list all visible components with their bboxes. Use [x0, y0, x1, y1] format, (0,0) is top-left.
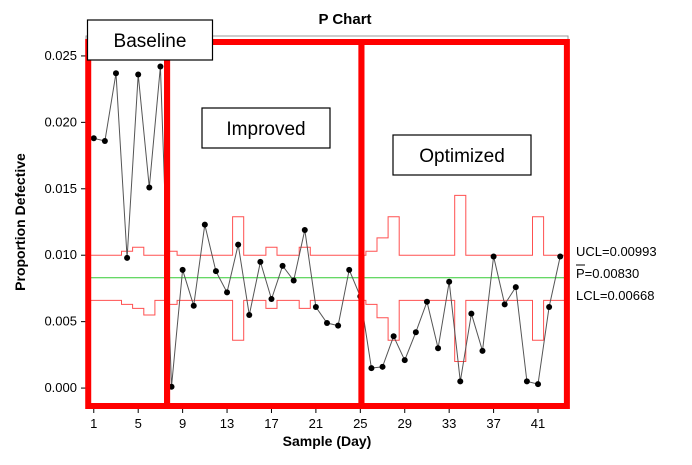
data-point [468, 310, 475, 317]
data-point [335, 322, 342, 329]
y-tick-label: 0.010 [44, 247, 77, 262]
chart-title: P Chart [318, 11, 371, 28]
data-point [279, 262, 286, 269]
y-tick-label: 0.025 [44, 48, 77, 63]
phase-label-box [392, 134, 532, 176]
data-point [501, 301, 508, 308]
phase-label-box [86, 19, 214, 61]
data-point [157, 63, 164, 70]
data-point [146, 184, 153, 191]
data-point [346, 266, 353, 273]
lcl-line [88, 299, 566, 362]
ucl-label: UCL=0.00993 [576, 244, 657, 259]
x-tick-label: 17 [264, 416, 278, 431]
x-tick-label: 13 [220, 416, 234, 431]
x-tick-label: 33 [442, 416, 456, 431]
data-series [90, 63, 564, 390]
data-point [257, 258, 264, 265]
data-point [246, 312, 253, 318]
y-tick-label: 0.005 [44, 314, 77, 329]
phase-label-box [201, 107, 331, 149]
y-tick-label: 0.000 [44, 380, 77, 395]
x-tick-label: 5 [135, 416, 142, 431]
data-point [290, 277, 297, 284]
lcl-label: LCL=0.00668 [576, 288, 654, 303]
data-point [435, 345, 442, 352]
center-line-label: P=0.00830 [576, 266, 639, 281]
x-tick-label: 25 [353, 416, 367, 431]
x-tick-label: 21 [309, 416, 323, 431]
data-point [423, 298, 430, 305]
data-point [212, 268, 219, 275]
y-axis: 0.000 0.005 0.010 0.015 0.020 0.025 [44, 48, 86, 395]
data-point [557, 253, 564, 260]
x-axis-title: Sample (Day) [283, 433, 372, 449]
data-point [235, 241, 242, 248]
data-point [379, 363, 386, 370]
y-tick-label: 0.015 [44, 181, 77, 196]
x-axis: 1 5 9 13 17 21 25 29 33 37 41 [90, 408, 545, 431]
x-tick-label: 1 [90, 416, 97, 431]
data-point [179, 266, 186, 273]
phase-label: Improved [226, 119, 305, 140]
x-tick-label: 29 [398, 416, 412, 431]
phase-label: Optimized [419, 146, 505, 167]
data-point [457, 378, 464, 385]
data-point [512, 284, 519, 291]
data-point [324, 319, 330, 326]
y-tick-label: 0.020 [44, 114, 77, 129]
data-point [268, 296, 275, 303]
phase-box [358, 39, 570, 409]
data-point [135, 71, 142, 78]
data-point [412, 329, 419, 336]
data-point [301, 226, 308, 233]
data-point [446, 278, 453, 285]
data-point [535, 381, 542, 388]
data-point [201, 221, 208, 228]
data-point [368, 365, 375, 372]
data-point [523, 378, 530, 385]
data-point [490, 253, 497, 260]
data-point [390, 333, 397, 340]
phase-boxes: Baseline Improved Optimized [85, 19, 570, 409]
x-tick-label: 37 [486, 416, 500, 431]
data-point [124, 254, 131, 261]
data-point [101, 137, 108, 144]
data-point [312, 304, 319, 311]
data-point [90, 135, 97, 142]
data-point [401, 357, 408, 364]
y-axis-title: Proportion Defective [12, 153, 28, 291]
data-point [546, 304, 553, 311]
phase-label: Baseline [114, 31, 187, 52]
data-point [224, 289, 231, 296]
data-point [479, 347, 486, 354]
x-tick-label: 9 [179, 416, 186, 431]
x-tick-label: 41 [531, 416, 545, 431]
data-point [190, 302, 197, 309]
data-point [112, 70, 119, 77]
